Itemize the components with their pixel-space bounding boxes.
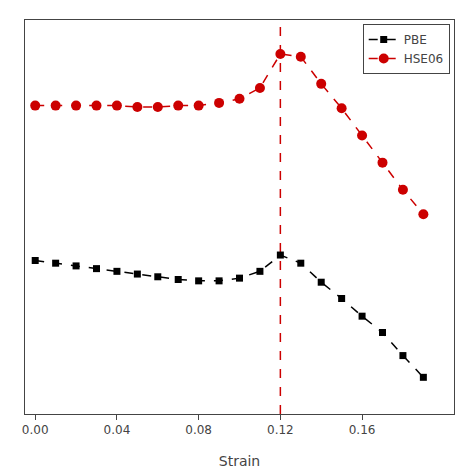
svg-text:0.00: 0.00 <box>22 423 49 437</box>
svg-text:Strain: Strain <box>219 453 260 469</box>
svg-text:0.08: 0.08 <box>185 423 212 437</box>
svg-text:PBE: PBE <box>404 33 427 47</box>
svg-text:0.12: 0.12 <box>267 423 294 437</box>
svg-text:0.04: 0.04 <box>104 423 131 437</box>
svg-text:HSE06: HSE06 <box>404 52 444 66</box>
svg-text:0.16: 0.16 <box>349 423 376 437</box>
